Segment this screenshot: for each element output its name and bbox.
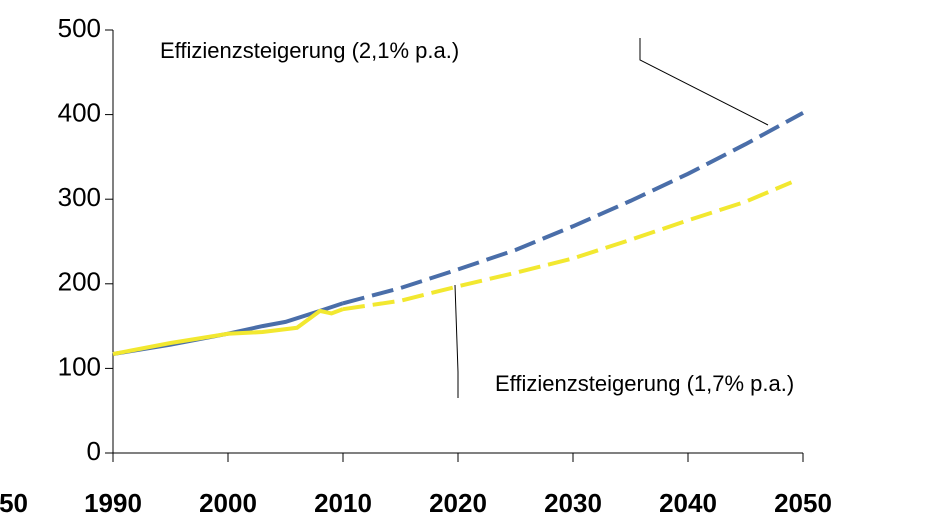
- projection-line: [342, 111, 804, 306]
- y-tick-label: 300: [58, 182, 101, 212]
- x-tick-label: 2010: [314, 488, 372, 518]
- edge-label: 50: [0, 488, 28, 518]
- y-tick-label: 0: [87, 436, 101, 466]
- y-tick-label: 500: [58, 13, 101, 43]
- x-tick-label: 2040: [659, 488, 717, 518]
- x-tick-label: 2050: [774, 488, 832, 518]
- x-tick-label: 1990: [84, 488, 142, 518]
- x-tick-label: 2020: [429, 488, 487, 518]
- history-line: [112, 307, 344, 356]
- series-label: Effizienzsteigerung (2,1% p.a.): [160, 38, 459, 63]
- leader-line: [639, 38, 769, 126]
- y-tick-label: 200: [58, 267, 101, 297]
- series-label: Effizienzsteigerung (1,7% p.a.): [495, 371, 794, 396]
- y-tick-label: 100: [58, 351, 101, 381]
- x-tick-label: 2000: [199, 488, 257, 518]
- projection-line: [342, 180, 793, 312]
- leader-line: [454, 284, 459, 398]
- x-tick-label: 2030: [544, 488, 602, 518]
- y-tick-label: 400: [58, 97, 101, 127]
